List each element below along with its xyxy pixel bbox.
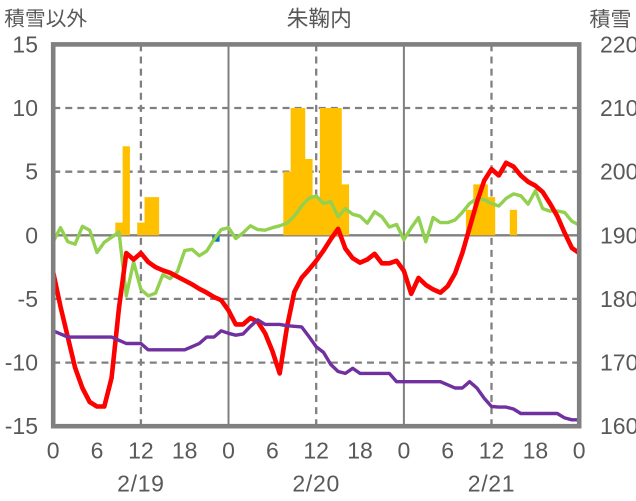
svg-text:170: 170: [600, 350, 636, 376]
svg-text:15: 15: [12, 31, 38, 57]
svg-text:0: 0: [25, 222, 38, 248]
svg-text:5: 5: [25, 159, 38, 185]
svg-text:18: 18: [172, 437, 198, 463]
svg-text:2/19: 2/19: [117, 471, 165, 497]
svg-text:160: 160: [600, 413, 636, 439]
svg-text:10: 10: [12, 95, 38, 121]
svg-text:200: 200: [600, 159, 636, 185]
svg-text:190: 190: [600, 222, 636, 248]
svg-text:18: 18: [523, 437, 549, 463]
svg-text:-10: -10: [5, 350, 38, 376]
svg-text:12: 12: [303, 437, 329, 463]
svg-text:6: 6: [441, 437, 454, 463]
svg-text:2/20: 2/20: [292, 471, 340, 497]
svg-text:180: 180: [600, 286, 636, 312]
svg-text:12: 12: [479, 437, 505, 463]
svg-text:220: 220: [600, 31, 636, 57]
svg-text:-5: -5: [18, 286, 38, 312]
svg-text:6: 6: [91, 437, 104, 463]
svg-text:0: 0: [47, 437, 60, 463]
svg-text:0: 0: [398, 437, 411, 463]
svg-text:2/21: 2/21: [468, 471, 516, 497]
svg-text:-15: -15: [5, 413, 38, 439]
svg-text:210: 210: [600, 95, 636, 121]
svg-text:6: 6: [266, 437, 279, 463]
svg-text:0: 0: [222, 437, 235, 463]
svg-text:0: 0: [573, 437, 586, 463]
svg-text:12: 12: [128, 437, 154, 463]
svg-text:18: 18: [347, 437, 373, 463]
